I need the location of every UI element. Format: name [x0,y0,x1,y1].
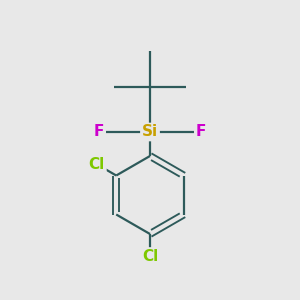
Text: Cl: Cl [142,249,158,264]
Text: Cl: Cl [88,157,105,172]
Text: F: F [94,124,104,140]
Text: F: F [196,124,206,140]
Text: Si: Si [142,124,158,140]
